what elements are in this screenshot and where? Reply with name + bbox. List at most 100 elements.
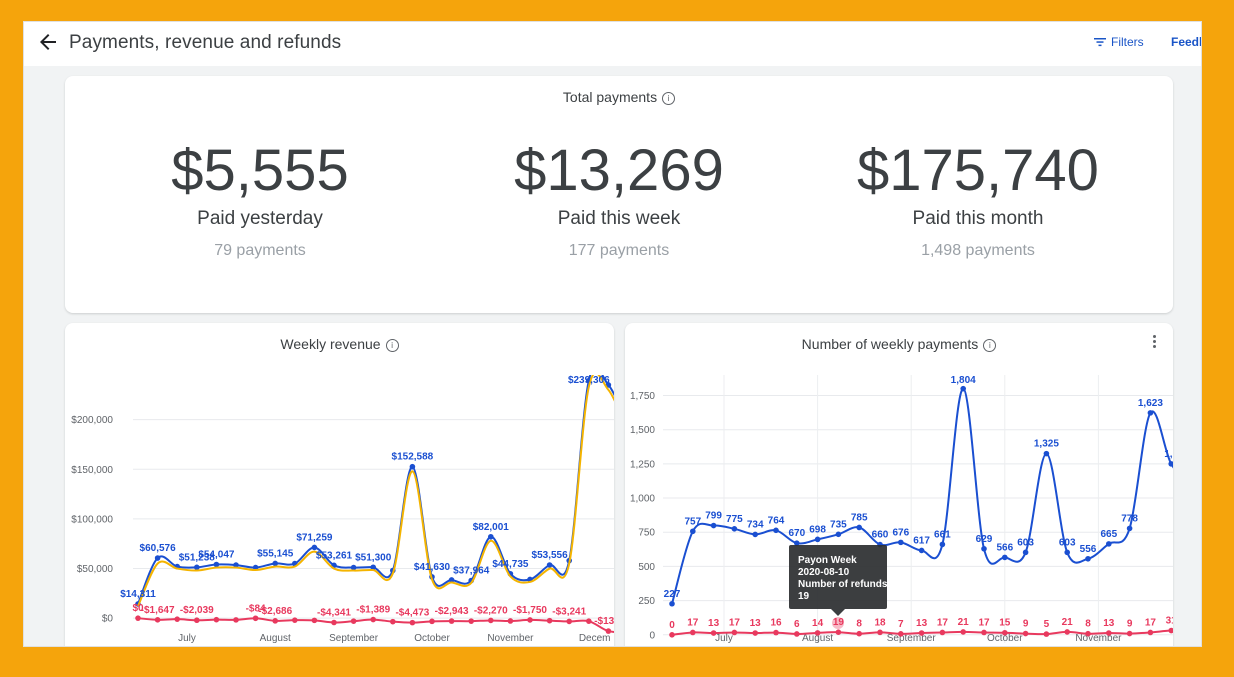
- data-label: 775: [726, 514, 743, 525]
- data-point: [370, 616, 377, 623]
- data-label: 17: [687, 617, 699, 628]
- data-label: 16: [770, 618, 782, 629]
- data-point: [331, 619, 337, 626]
- feedback-button[interactable]: Feedb: [1171, 35, 1201, 49]
- data-label: 9: [1023, 619, 1029, 630]
- data-label: 17: [978, 617, 990, 628]
- x-tick-label: November: [487, 633, 534, 644]
- y-tick-label: $100,000: [71, 514, 113, 525]
- data-point: [429, 618, 435, 625]
- back-arrow-icon[interactable]: [36, 30, 60, 54]
- weekly-payments-title: Number of weekly payments i: [625, 336, 1173, 352]
- data-label: 556: [1080, 544, 1097, 555]
- data-label: 19: [833, 617, 845, 628]
- data-label: -$13,0: [594, 616, 614, 627]
- x-tick-label: October: [414, 633, 450, 644]
- data-point: [939, 629, 946, 636]
- data-label: -$1,750: [513, 605, 547, 616]
- data-point: [918, 547, 925, 554]
- data-point: [939, 541, 946, 548]
- tooltip-line: 19: [798, 591, 810, 602]
- data-point: [856, 630, 862, 637]
- data-label: $239,306: [568, 375, 610, 386]
- more-options-icon[interactable]: [1153, 335, 1157, 349]
- data-label: 0: [669, 620, 675, 631]
- data-point: [350, 618, 357, 624]
- data-point: [213, 561, 220, 568]
- tooltip-line: Number of refunds: [798, 579, 888, 590]
- x-tick-label: September: [329, 633, 379, 644]
- page-title: Payments, revenue and refunds: [69, 32, 342, 53]
- data-label: 785: [851, 512, 868, 523]
- data-point: [731, 629, 738, 636]
- data-label: 7: [898, 619, 904, 630]
- data-point: [292, 617, 298, 623]
- data-label: -$2,943: [435, 606, 469, 617]
- data-point: [1022, 630, 1029, 637]
- data-point: [773, 629, 779, 636]
- data-point: [252, 615, 259, 622]
- data-point: [814, 536, 821, 543]
- data-label: 8: [856, 619, 862, 630]
- metric-count: 1,498 payments: [921, 242, 1035, 259]
- data-label: $53,261: [316, 550, 353, 561]
- data-label: $41,630: [414, 562, 451, 573]
- metric-paid-this-month: $175,740 Paid this month 1,498 payments: [828, 138, 1128, 260]
- data-label: 13: [750, 618, 762, 629]
- data-point: [154, 555, 161, 561]
- data-point: [174, 616, 180, 622]
- data-point: [960, 385, 966, 392]
- x-tick-label: August: [802, 633, 833, 644]
- data-label: $51,238: [179, 552, 216, 563]
- metric-count: 177 payments: [568, 242, 670, 259]
- x-tick-label: July: [178, 633, 196, 644]
- data-point: [1043, 450, 1050, 457]
- data-point: [981, 629, 987, 636]
- info-icon[interactable]: i: [983, 339, 997, 352]
- weekly-revenue-chart[interactable]: $200,000 $150,000 $100,000 $50,000 $0 July Aug…: [65, 323, 614, 646]
- data-point: [1126, 630, 1133, 637]
- y-tick-label: 500: [638, 562, 655, 573]
- data-point: [1085, 555, 1091, 562]
- data-label: $54,047: [198, 550, 235, 561]
- data-point: [350, 564, 357, 571]
- data-point: [752, 630, 758, 636]
- data-point: [1168, 461, 1173, 467]
- data-point: [194, 617, 200, 624]
- data-point: [856, 524, 862, 531]
- data-label: $37,964: [453, 566, 490, 577]
- data-point: [546, 617, 553, 624]
- data-label: $152,588: [392, 452, 434, 463]
- data-point: [1002, 554, 1008, 561]
- data-point: [690, 629, 696, 636]
- y-tick-label: 250: [638, 596, 655, 607]
- data-label: 1,804: [951, 375, 976, 386]
- data-point: [311, 544, 318, 551]
- filters-label: Filters: [1111, 35, 1144, 49]
- x-tick-label: September: [887, 633, 937, 644]
- total-payments-title: Total payments i: [65, 89, 1173, 105]
- filters-button[interactable]: Filters: [1094, 35, 1144, 49]
- info-icon[interactable]: i: [385, 339, 399, 352]
- data-point: [960, 629, 966, 635]
- x-tick-label: July: [715, 633, 733, 644]
- data-point: [1106, 630, 1112, 636]
- plot-area: [135, 375, 614, 634]
- data-point: [154, 617, 161, 623]
- data-point: [370, 564, 377, 571]
- data-point: [566, 618, 572, 625]
- data-label: $14,311: [120, 589, 156, 600]
- data-point: [835, 629, 842, 635]
- data-point: [731, 526, 738, 532]
- data-point: [752, 531, 758, 538]
- data-label: 1,325: [1034, 439, 1059, 450]
- data-label: -$2,039: [180, 605, 214, 616]
- series-line: [671, 387, 1173, 605]
- data-point: [272, 618, 278, 624]
- data-point: [773, 527, 779, 534]
- data-label: 21: [1062, 617, 1074, 628]
- metric-value: $13,269: [514, 138, 724, 203]
- info-icon[interactable]: i: [662, 92, 676, 105]
- data-label: -$2,686: [258, 606, 292, 617]
